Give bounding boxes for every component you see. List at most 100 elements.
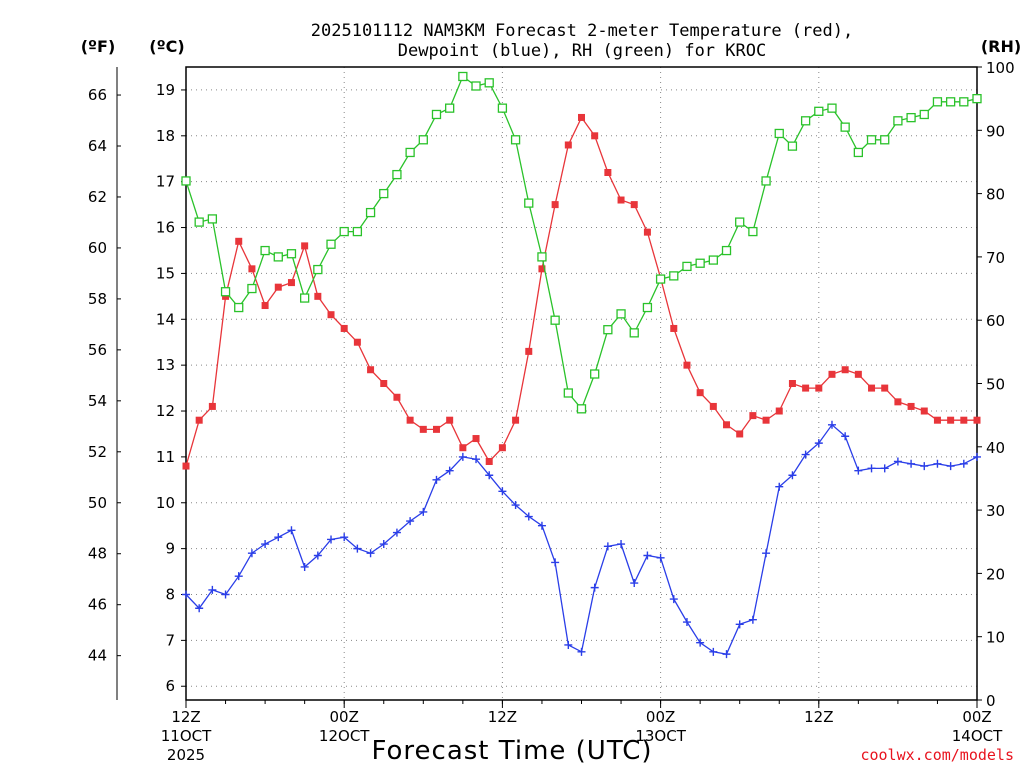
rh-tick-label: 50 <box>986 376 1005 394</box>
dewpoint-point <box>617 540 626 549</box>
temperature-point <box>775 407 783 415</box>
rh-point <box>207 214 218 224</box>
rh-point <box>299 293 310 303</box>
temperature-point <box>947 416 955 424</box>
rh-point <box>313 264 323 275</box>
rh-point <box>339 226 349 237</box>
dewpoint-point <box>274 533 283 542</box>
dewpoint-point <box>208 585 217 594</box>
celsius-tick-label: 17 <box>156 173 175 191</box>
fahrenheit-tick-label: 54 <box>88 392 107 410</box>
rh-point <box>708 255 718 265</box>
dewpoint-point <box>353 544 362 553</box>
series-group <box>181 71 982 659</box>
temperature-point <box>498 444 506 452</box>
series-dewpoint <box>182 420 981 659</box>
dewpoint-point <box>920 462 929 471</box>
dewpoint-point <box>603 542 612 551</box>
rh-point <box>695 258 705 268</box>
rh-point <box>840 122 850 132</box>
rh-point <box>590 369 600 379</box>
temperature-point <box>538 265 546 273</box>
dewpoint-point <box>959 459 968 468</box>
temperature-point <box>261 302 269 310</box>
celsius-tick-label: 9 <box>165 540 175 558</box>
x-tick-label: 14OCT <box>952 727 1003 745</box>
temperature-point <box>367 366 375 374</box>
temperature-point <box>472 435 480 443</box>
rh-point <box>814 106 824 116</box>
celsius-tick-label: 12 <box>156 402 175 420</box>
temperature-line <box>185 116 977 467</box>
dewpoint-point <box>366 549 375 558</box>
dewpoint-point <box>762 549 771 558</box>
x-tick-label: 12Z <box>804 708 833 726</box>
rh-point <box>181 176 191 186</box>
temperature-point <box>736 430 744 438</box>
rh-point <box>735 217 745 227</box>
fahrenheit-tick-label: 48 <box>88 545 107 563</box>
rh-point <box>827 103 837 113</box>
temperature-point <box>393 393 401 401</box>
grid <box>186 67 977 700</box>
temperature-point <box>868 384 876 392</box>
temperature-point <box>380 380 388 387</box>
chart-title: 2025101112 NAM3KM Forecast 2-meter Tempe… <box>311 21 853 41</box>
rh-point <box>972 94 982 104</box>
temperature-point <box>788 380 796 387</box>
celsius-tick-label: 18 <box>156 127 175 145</box>
rh-point <box>458 71 468 82</box>
rh-point <box>524 198 534 208</box>
rh-point <box>853 147 863 158</box>
temperature-point <box>907 402 915 410</box>
dewpoint-point <box>880 464 889 473</box>
temperature-point <box>274 283 282 291</box>
dewpoint-point <box>419 507 428 516</box>
x-tick-label: 2025 <box>167 746 205 764</box>
dewpoint-point <box>630 579 639 588</box>
rh-point <box>392 169 402 180</box>
celsius-tick-label: 15 <box>156 264 175 282</box>
dewpoint-point <box>827 420 836 429</box>
celsius-tick-label: 7 <box>165 631 175 649</box>
rh-point <box>220 287 231 297</box>
dewpoint-point <box>854 466 863 475</box>
temperature-point <box>643 228 651 236</box>
celsius-tick-label: 8 <box>165 586 175 604</box>
rh-tick-label: 100 <box>986 59 1015 77</box>
dewpoint-point <box>524 512 533 521</box>
dewpoint-point <box>537 521 546 530</box>
dewpoint-point <box>261 540 270 549</box>
rh-point <box>655 274 666 284</box>
rh-point <box>510 135 521 145</box>
temperature-point <box>960 416 968 424</box>
dewpoint-point <box>498 487 507 496</box>
rh-point <box>893 116 903 126</box>
dewpoint-point <box>340 533 349 542</box>
rh-point <box>603 325 613 335</box>
rh-point <box>774 128 784 139</box>
fahrenheit-tick-label: 62 <box>88 188 107 206</box>
dewpoint-point <box>814 439 823 448</box>
temperature-point <box>762 416 770 424</box>
dewpoint-point <box>551 558 560 567</box>
rh-point <box>234 302 244 313</box>
rh-point <box>352 226 363 237</box>
rh-point <box>431 109 442 120</box>
rh-point <box>563 388 573 398</box>
rh-point <box>959 97 969 107</box>
x-tick-label: 00Z <box>330 708 359 726</box>
dewpoint-point <box>748 615 757 624</box>
dewpoint-point <box>933 459 942 468</box>
rh-point <box>787 141 798 151</box>
x-tick-label: 00Z <box>962 708 991 726</box>
rh-point <box>616 309 626 319</box>
dewpoint-point <box>379 540 388 549</box>
temperature-point <box>195 416 203 424</box>
dewpoint-point <box>195 604 204 613</box>
temperature-point <box>670 324 678 332</box>
dewpoint-point <box>577 647 586 656</box>
x-tick-label: 13OCT <box>635 727 686 745</box>
celsius-tick-label: 13 <box>156 356 175 374</box>
dewpoint-point <box>300 562 309 571</box>
